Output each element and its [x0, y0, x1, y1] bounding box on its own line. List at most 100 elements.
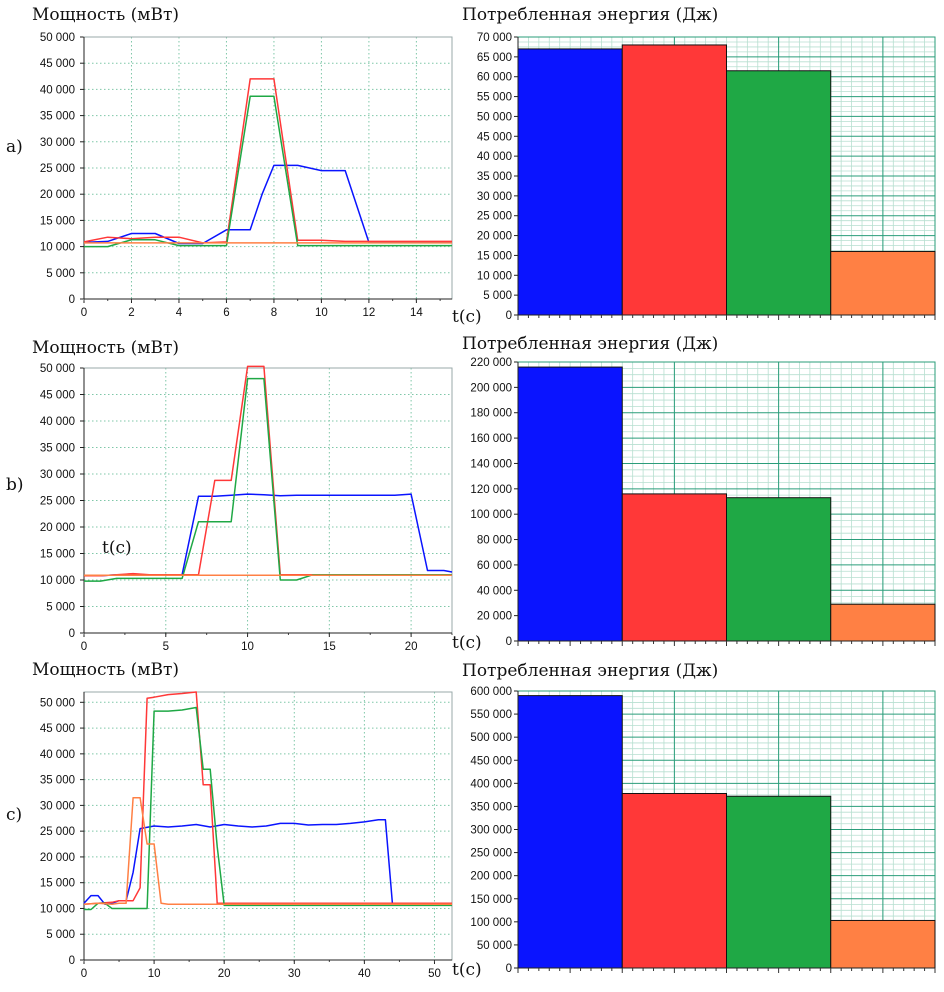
c-energy-ytick-label: 0 [506, 963, 512, 975]
b-power-row-label: b) [6, 475, 24, 495]
b-power-ytick-label: 35 000 [40, 443, 75, 455]
b-power-ytick-label: 40 000 [40, 416, 75, 428]
a-power-ytick-label: 30 000 [40, 137, 75, 149]
a-power-ytick-label: 20 000 [40, 189, 75, 201]
c-power-ytick-label: 45 000 [40, 723, 75, 735]
b-energy-ytick-label: 120 000 [470, 484, 512, 496]
c-energy-bar-blue [517, 695, 623, 969]
c-energy-chart: Потребленная энергия (Дж) 0 50 000 100 000 1… [452, 661, 936, 980]
b-power-ytick-label: 0 [69, 628, 75, 640]
a-power-xtick-label: 2 [128, 307, 134, 319]
a-power-xtick-label: 0 [81, 307, 87, 319]
b-energy-ytick-label: 200 000 [470, 382, 512, 394]
c-energy-bar-red [621, 792, 727, 969]
a-power-ytick-label: 0 [69, 294, 75, 306]
a-power-title: Мощность (мВт) [32, 5, 179, 25]
b-energy-ytick-label: 100 000 [470, 509, 512, 521]
c-power-xtick-label: 20 [218, 968, 231, 980]
c-power-chart: Мощность (мВт) c) 0 5 000 10 000 15 000 20 000… [6, 660, 453, 980]
c-power-ytick-label: 25 000 [40, 826, 75, 838]
c-power-series-orange [83, 796, 452, 906]
a-energy-xlabel: t(c) [452, 307, 482, 327]
a-energy-ytick-label: 10 000 [477, 270, 512, 282]
a-power-xtick-label: 4 [176, 307, 183, 319]
a-power-series-blue [83, 164, 452, 245]
b-power-ytick-label: 50 000 [40, 363, 75, 375]
c-energy-xlabel: t(c) [452, 960, 482, 980]
c-energy-ytick-label: 250 000 [470, 848, 512, 860]
b-energy-ytick-label: 0 [506, 636, 512, 648]
a-energy-ytick-label: 50 000 [477, 111, 512, 123]
b-power-ytick-label: 20 000 [40, 522, 75, 534]
a-energy-ytick-label: 30 000 [477, 191, 512, 203]
a-power-chart: Мощность (мВт) a) 0 5 000 10 000 15 000 20 000… [6, 5, 453, 319]
b-energy-xlabel: t(c) [452, 633, 482, 653]
c-energy-ytick-label: 150 000 [470, 894, 512, 906]
b-power-chart: Мощность (мВт) b) 0 5 000 10 000 15 000 20 000… [6, 338, 453, 653]
b-power-ytick-label: 45 000 [40, 390, 75, 402]
c-energy-bar-green [726, 795, 832, 969]
b-energy-ytick-label: 180 000 [470, 408, 512, 420]
b-energy-ytick-label: 60 000 [477, 560, 512, 572]
a-power-xtick-label: 6 [223, 307, 229, 319]
c-power-series-blue [83, 819, 452, 906]
a-energy-ytick-label: 15 000 [477, 250, 512, 262]
c-energy-ytick-label: 450 000 [470, 755, 512, 767]
c-power-xtick-label: 10 [148, 968, 161, 980]
a-power-ytick-label: 5 000 [46, 268, 75, 280]
b-power-xtick-label: 5 [163, 641, 169, 653]
c-power-ytick-label: 35 000 [40, 775, 75, 787]
b-power-ytick-label: 15 000 [40, 549, 75, 561]
c-energy-ytick-label: 550 000 [470, 709, 512, 721]
c-power-row-label: c) [6, 805, 22, 825]
c-power-ytick-label: 0 [69, 955, 75, 967]
a-energy-ytick-label: 60 000 [477, 72, 512, 84]
a-power-ytick-label: 15 000 [40, 215, 75, 227]
a-power-ytick-label: 25 000 [40, 163, 75, 175]
b-energy-ytick-label: 160 000 [470, 433, 512, 445]
b-energy-bar-orange [830, 603, 936, 642]
b-energy-bar-red [621, 493, 727, 642]
c-energy-ytick-label: 600 000 [470, 686, 512, 698]
c-energy-ytick-label: 300 000 [470, 825, 512, 837]
b-energy-chart: Потребленная энергия (Дж) 0 20 000 40 000 60… [452, 334, 936, 653]
a-energy-ytick-label: 45 000 [477, 131, 512, 143]
b-power-xtick-label: 10 [241, 641, 254, 653]
a-energy-ytick-label: 70 000 [477, 32, 512, 44]
a-power-xtick-label: 8 [271, 307, 277, 319]
c-power-xtick-label: 50 [428, 968, 441, 980]
a-energy-title: Потребленная энергия (Дж) [462, 5, 718, 25]
b-power-ytick-label: 5 000 [46, 602, 75, 614]
a-power-ytick-label: 45 000 [40, 58, 75, 70]
c-energy-ytick-label: 350 000 [470, 801, 512, 813]
c-energy-ytick-label: 400 000 [470, 778, 512, 790]
c-power-ytick-label: 5 000 [46, 929, 75, 941]
b-power-ytick-label: 30 000 [40, 469, 75, 481]
c-energy-ytick-label: 500 000 [470, 732, 512, 744]
a-energy-ytick-label: 0 [506, 310, 512, 322]
b-energy-ytick-label: 140 000 [470, 458, 512, 470]
a-energy-ytick-label: 20 000 [477, 231, 512, 243]
b-energy-ytick-label: 20 000 [477, 611, 512, 623]
b-energy-ytick-label: 40 000 [477, 585, 512, 597]
b-power-xtick-label: 20 [405, 641, 418, 653]
a-energy-bar-red [621, 44, 727, 316]
a-energy-bar-blue [517, 48, 623, 316]
a-power-series-red [83, 78, 452, 244]
c-power-ytick-label: 10 000 [40, 903, 75, 915]
a-energy-ytick-label: 25 000 [477, 211, 512, 223]
a-energy-ytick-label: 5 000 [483, 290, 512, 302]
c-power-ytick-label: 30 000 [40, 800, 75, 812]
b-power-ytick-label: 10 000 [40, 575, 75, 587]
a-power-ytick-label: 35 000 [40, 111, 75, 123]
a-energy-ytick-label: 65 000 [477, 52, 512, 64]
c-energy-ytick-label: 100 000 [470, 917, 512, 929]
a-energy-ytick-label: 35 000 [477, 171, 512, 183]
c-energy-ytick-label: 200 000 [470, 871, 512, 883]
c-power-ytick-label: 20 000 [40, 852, 75, 864]
c-power-xtick-label: 0 [81, 968, 87, 980]
b-power-xtick-label: 15 [323, 641, 336, 653]
c-energy-title: Потребленная энергия (Дж) [462, 661, 718, 681]
c-power-series-red [83, 691, 452, 906]
a-power-xtick-label: 10 [315, 307, 328, 319]
